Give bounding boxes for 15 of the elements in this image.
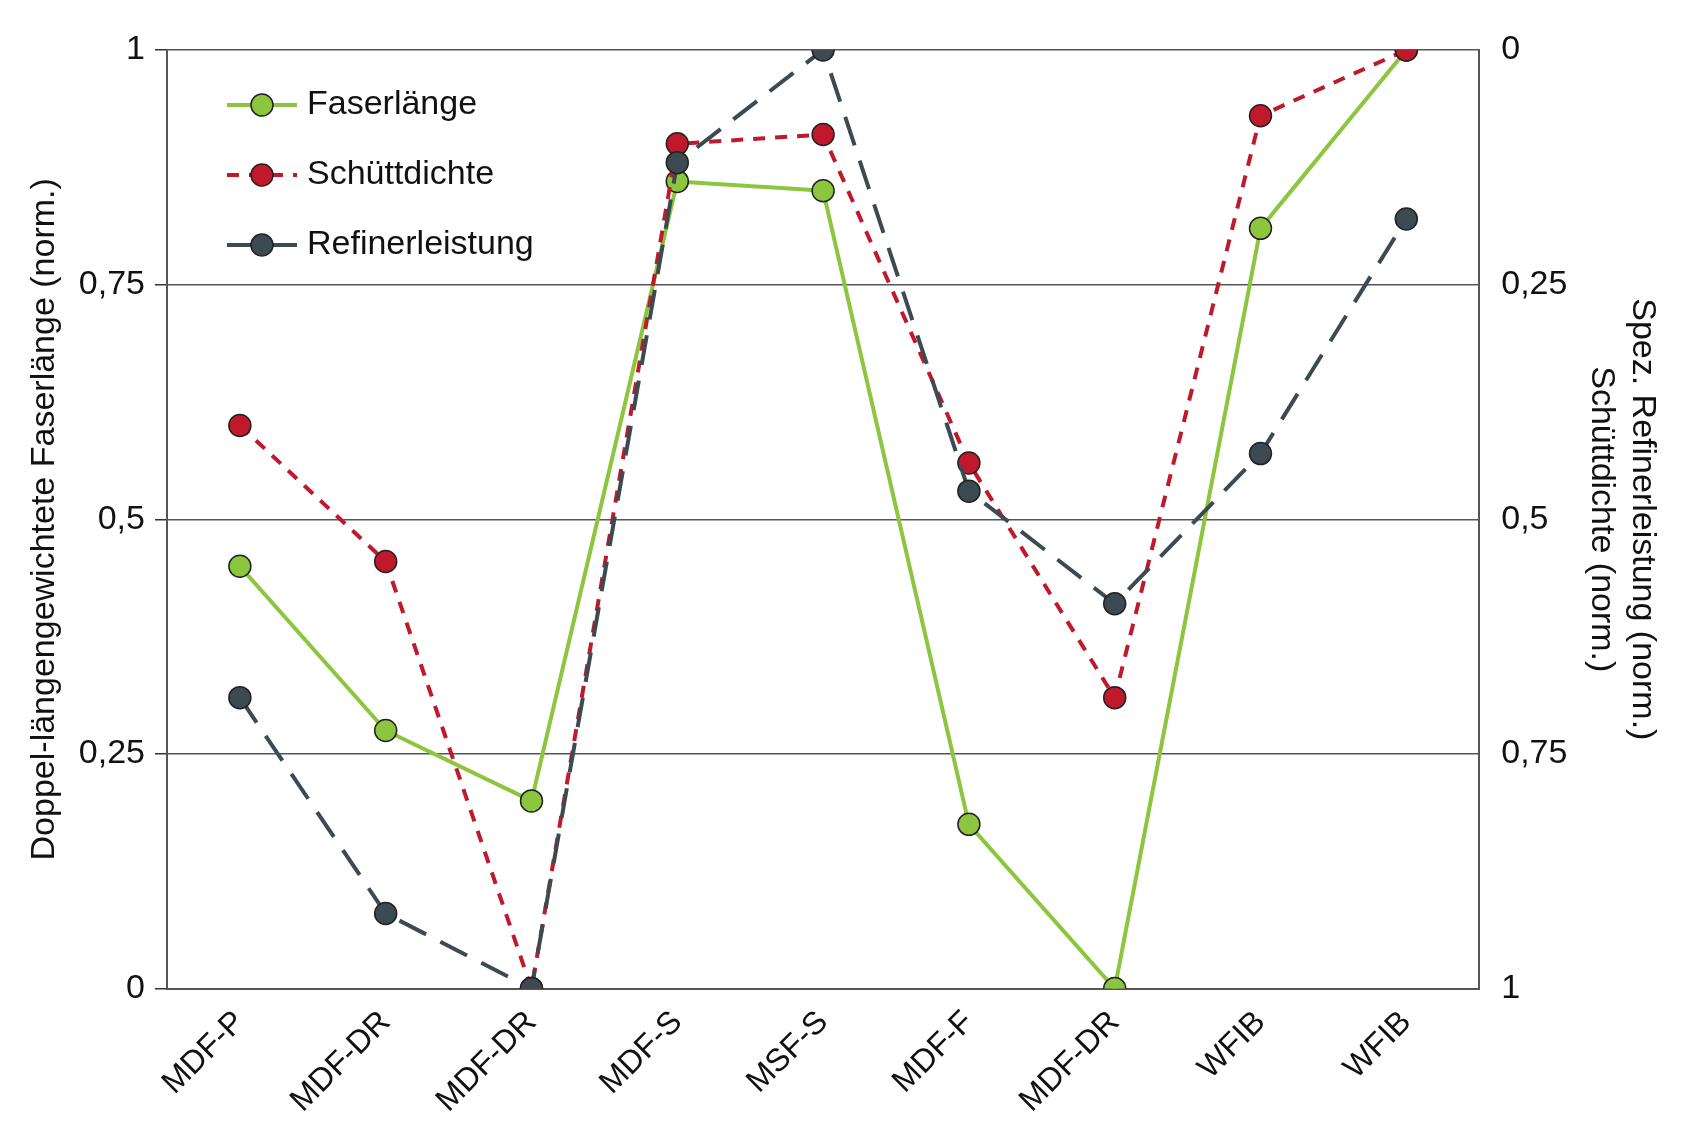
y-tick-label: 0 bbox=[126, 966, 145, 1005]
y-tick-label: 1 bbox=[126, 28, 145, 67]
y-tick-label: 0,75 bbox=[78, 263, 145, 302]
y2-tick-label: 0,75 bbox=[1501, 732, 1568, 771]
y2-tick-label: 0,25 bbox=[1501, 263, 1568, 302]
y-tick-label: 0,25 bbox=[78, 732, 145, 771]
legend-label: Refinerleistung bbox=[306, 223, 534, 262]
legend-label: Faserlänge bbox=[306, 83, 478, 122]
y-axis-title: Doppel-längengewichtete Faserlänge (norm.) bbox=[22, 178, 61, 861]
y-tick-label: 0,5 bbox=[97, 497, 145, 536]
y2-tick-label: 0 bbox=[1501, 28, 1521, 67]
legend-label: Schüttdichte bbox=[306, 153, 495, 192]
y2-tick-label: 0,5 bbox=[1501, 497, 1549, 536]
y2-tick-label: 1 bbox=[1501, 966, 1521, 1005]
y2-axis-title: Spez. Refinerleistung (norm.) Schüttdichte (norm.) bbox=[1585, 298, 1665, 741]
